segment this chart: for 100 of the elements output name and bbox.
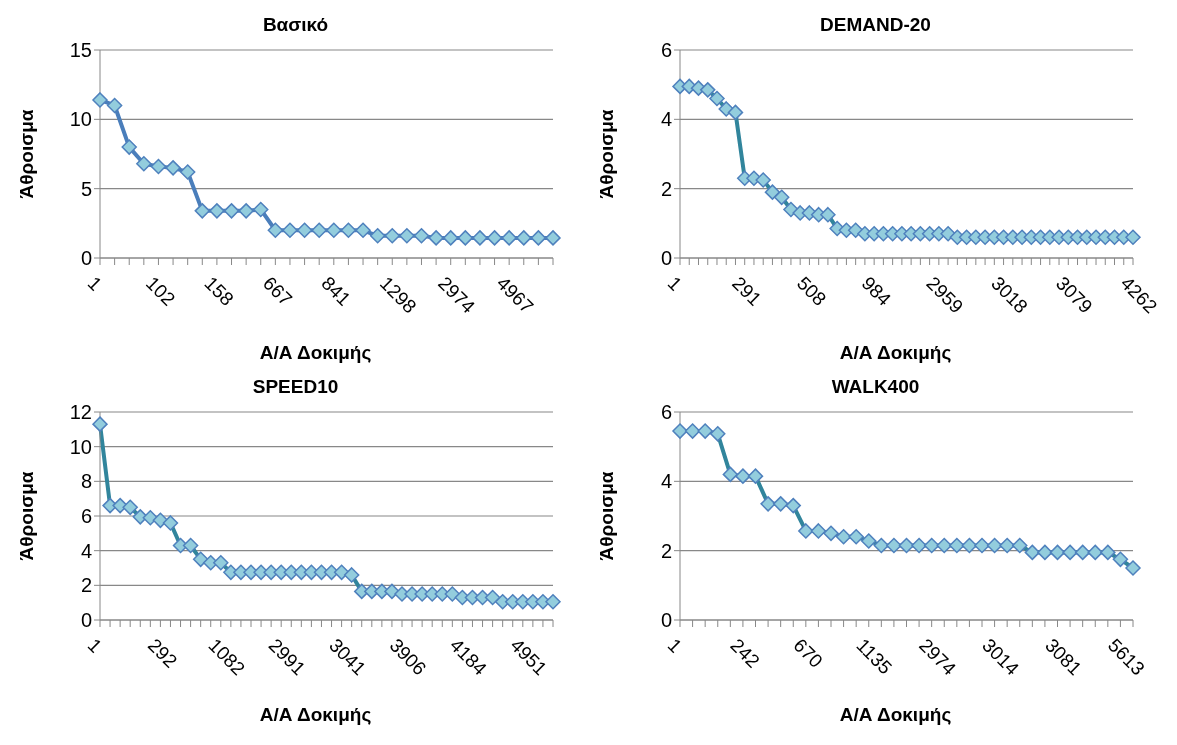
point [282, 222, 298, 239]
point [861, 533, 877, 549]
point [442, 230, 459, 246]
point [999, 537, 1015, 554]
point [710, 426, 726, 442]
point [501, 230, 517, 246]
point [1037, 544, 1053, 561]
point [1125, 560, 1141, 576]
y-tick-label: 10 [69, 108, 92, 131]
point [1100, 544, 1116, 561]
point [722, 466, 739, 483]
point [369, 228, 386, 244]
point [672, 423, 688, 439]
point [484, 589, 501, 606]
x-axis-title: Α/Α Δοκιμής [258, 342, 373, 364]
point [92, 92, 108, 108]
point [179, 164, 196, 180]
point [1049, 544, 1066, 561]
point [949, 537, 965, 554]
chart-title: WALK400 [830, 376, 921, 398]
chart-title: DEMAND-20 [819, 14, 932, 36]
y-tick-label: 6 [660, 401, 672, 424]
x-axis-title: Α/Α Δοκιμής [258, 704, 373, 726]
point [340, 222, 357, 239]
point [835, 529, 852, 545]
point [355, 222, 371, 239]
x-tick-label: 984 [857, 272, 896, 311]
point [92, 416, 108, 432]
point [699, 82, 716, 98]
point [213, 555, 229, 571]
y-axis-title: Άθροισμα [595, 109, 617, 199]
point [764, 184, 781, 200]
x-tick-label: 242 [726, 634, 764, 672]
point [735, 468, 751, 484]
point [785, 497, 801, 514]
point [873, 537, 890, 554]
y-tick-label: 2 [80, 574, 92, 597]
chart-title: Βασικό [261, 14, 330, 36]
point [296, 222, 313, 239]
point [773, 189, 790, 206]
point [311, 222, 327, 239]
y-tick-label: 4 [80, 539, 92, 562]
y-tick-label: 5 [80, 177, 92, 200]
y-tick-label: 0 [80, 609, 92, 632]
point [697, 423, 713, 439]
y-tick-label: 4 [660, 108, 672, 131]
point [986, 537, 1003, 554]
point [530, 230, 547, 246]
point [136, 155, 152, 172]
y-tick-label: 12 [69, 401, 92, 424]
y-tick-label: 0 [660, 609, 672, 632]
point [182, 537, 199, 554]
point [428, 230, 444, 246]
y-axis-title: Άθροισμα [595, 471, 617, 561]
point [333, 564, 350, 581]
point [798, 523, 814, 539]
point [848, 529, 864, 545]
point [1024, 544, 1041, 561]
point [150, 158, 167, 175]
x-tick-label: 291 [728, 272, 766, 310]
point [457, 230, 474, 246]
point [343, 567, 360, 583]
point [106, 97, 123, 114]
x-tick-label: 670 [789, 634, 827, 672]
x-tick-label: 1 [83, 634, 106, 657]
y-tick-label: 4 [660, 470, 672, 493]
point [974, 537, 990, 554]
point [1012, 537, 1028, 554]
point [1112, 551, 1129, 568]
x-tick-label: 841 [317, 272, 355, 310]
point [384, 228, 401, 244]
point [267, 222, 284, 239]
point [1062, 544, 1078, 561]
x-tick-label: 1 [663, 634, 686, 657]
point [326, 222, 342, 239]
y-tick-label: 8 [80, 470, 92, 493]
point [165, 160, 181, 176]
point [472, 230, 488, 246]
point [413, 228, 430, 244]
point [755, 172, 771, 188]
y-axis-title: Άθροισμα [15, 471, 37, 561]
point [898, 537, 915, 554]
point [238, 203, 254, 219]
point [252, 201, 269, 218]
point [1087, 544, 1103, 561]
point [823, 525, 839, 542]
point [209, 203, 225, 219]
point [886, 537, 902, 554]
point [911, 537, 927, 554]
point [820, 206, 836, 223]
point [162, 515, 179, 531]
y-tick-label: 10 [69, 435, 92, 458]
y-tick-label: 2 [660, 539, 672, 562]
point [772, 496, 789, 512]
point [516, 230, 532, 246]
x-tick-label: 102 [142, 272, 180, 310]
point [709, 90, 725, 107]
point [121, 139, 137, 155]
point [923, 537, 940, 554]
point [684, 423, 701, 439]
